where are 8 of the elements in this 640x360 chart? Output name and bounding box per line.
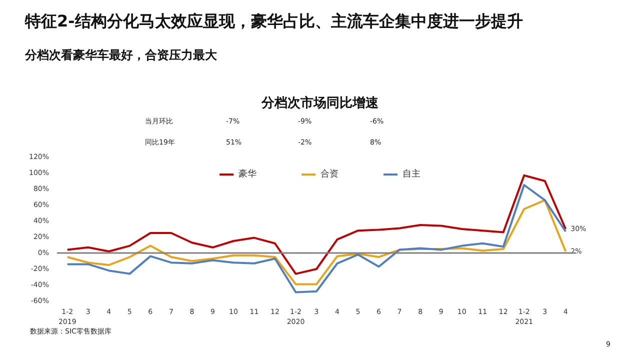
chart-subtitle: 分档次看豪华车最好，合资压力最大 — [24, 48, 218, 62]
line-series — [66, 199, 567, 286]
legend-label: 豪华 — [238, 168, 256, 180]
legend-label: 自主 — [402, 168, 420, 180]
line-series — [66, 184, 567, 294]
chart-title: 特征2-结构分化马太效应显现，豪华占比、主流车企集中度进一步提升 — [24, 12, 523, 30]
legend-label: 合资 — [320, 168, 338, 180]
text: 分档次市场同比增速 — [260, 95, 380, 111]
